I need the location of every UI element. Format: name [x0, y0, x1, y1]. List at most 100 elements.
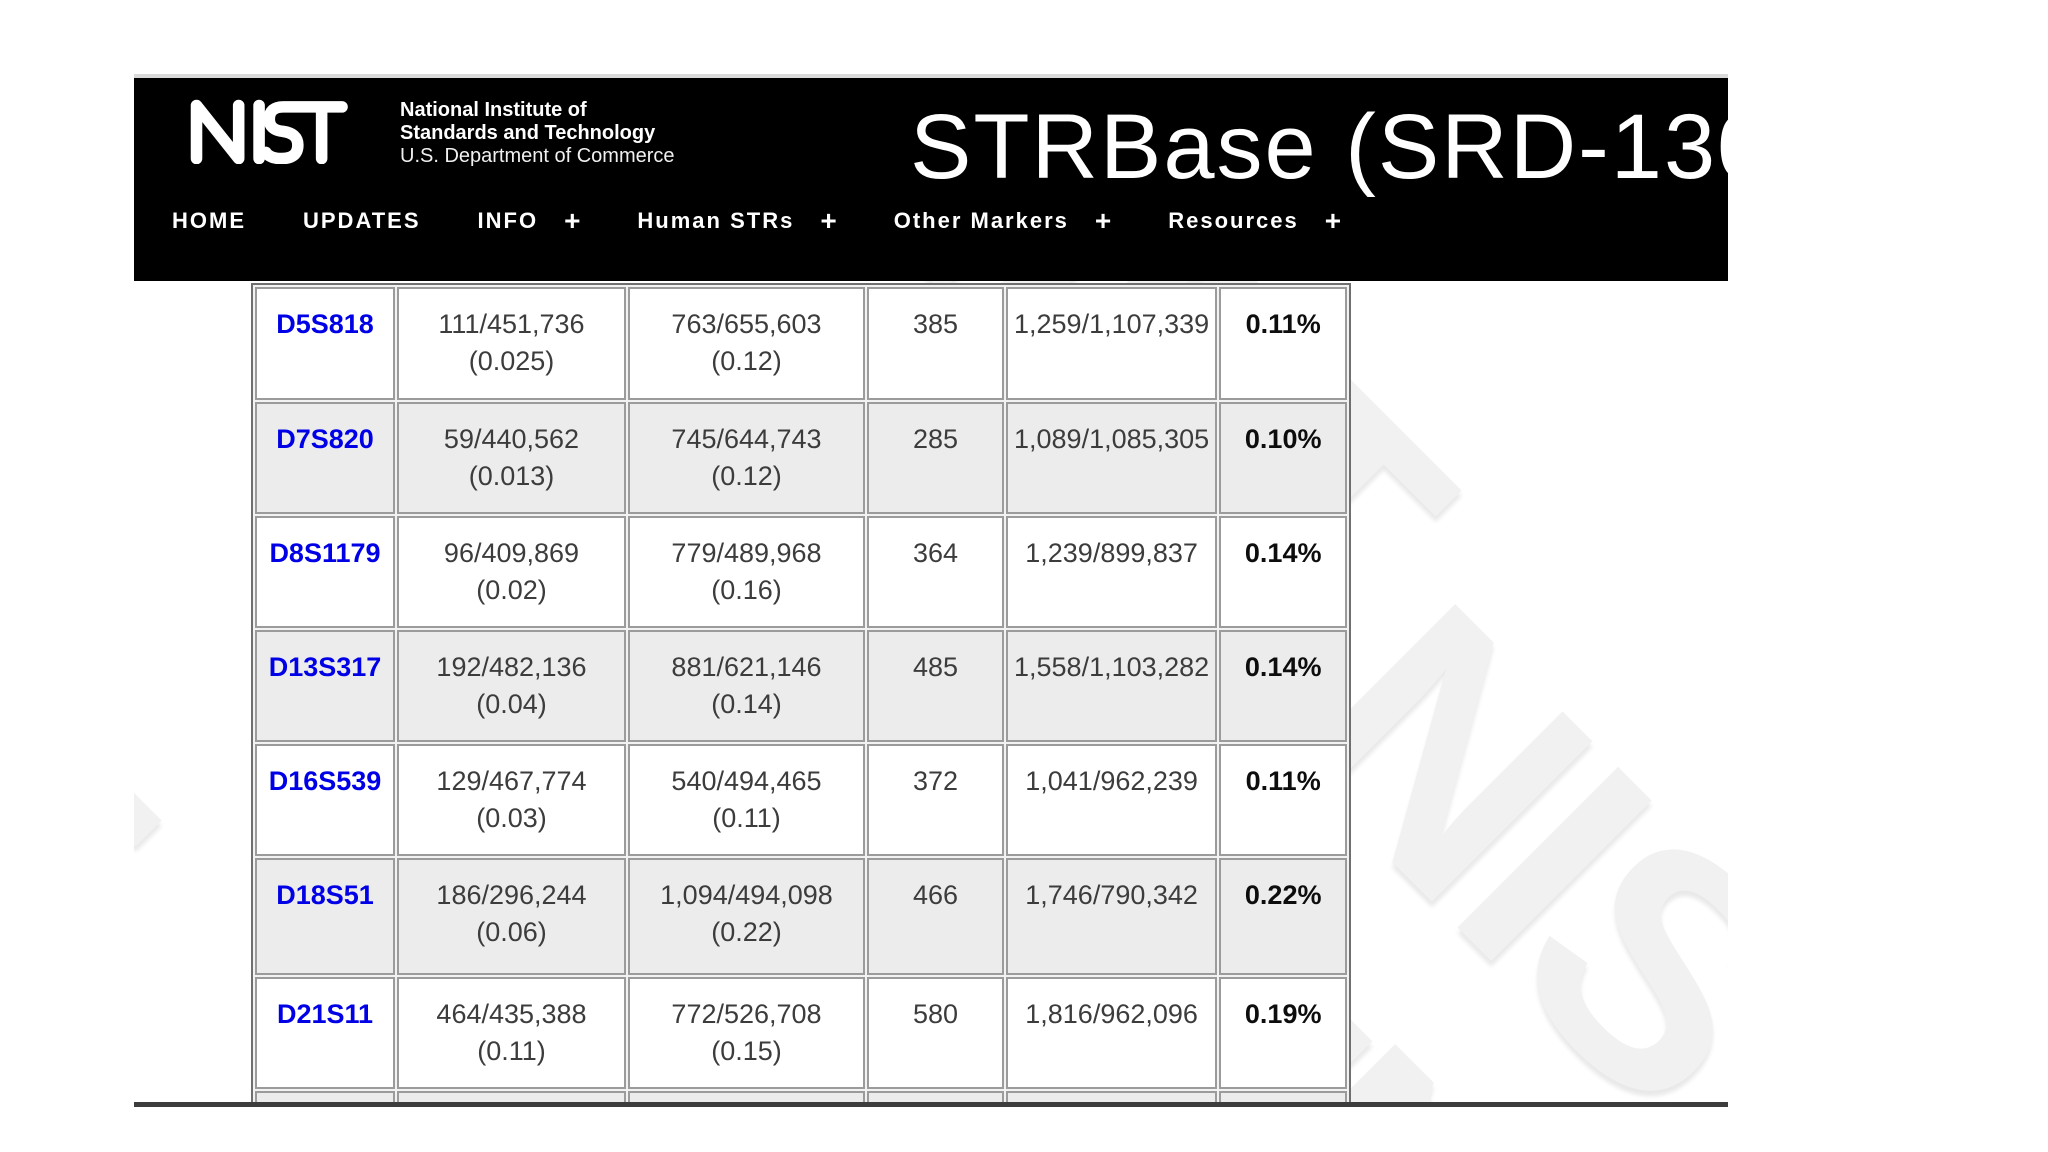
nav-item-info[interactable]: INFO: [477, 208, 539, 233]
cell-line: 1,558/1,103,282: [1014, 652, 1210, 682]
cell-line: 1,041/962,239: [1025, 766, 1198, 796]
marker-cell: D16S539: [255, 744, 395, 856]
table-cell: 1,041/962,239: [1006, 744, 1218, 856]
table-cell: 59/440,562 (0.013): [397, 402, 626, 514]
nav-item-other-markers[interactable]: Other Markers: [893, 208, 1069, 233]
table-cell: 0.11%: [1219, 287, 1348, 400]
agency-name-line2: Standards and Technology: [400, 122, 656, 144]
marker-link-d7s820[interactable]: D7S820: [276, 424, 374, 454]
site-header: National Institute of Standards and Tech…: [134, 78, 1728, 281]
cell-line: (0.04): [476, 689, 547, 719]
cell-line: 96/409,869 (0.02): [443, 538, 580, 605]
table-row-d13s317: D13S317 192/482,136 (0.04) 881/621,146 (0.1…: [255, 630, 1348, 742]
cell-line: 772/526,708 (0.15): [671, 999, 822, 1066]
cell-line: 1,239/899,837: [1025, 538, 1198, 568]
marker-cell: D7S820: [255, 402, 395, 514]
table-cell: 881/621,146 (0.14): [628, 630, 865, 742]
nist-logo[interactable]: [152, 96, 392, 164]
table-cell: 1,259/1,107,339: [1006, 287, 1218, 400]
table-cell: 745/644,743 (0.12): [628, 402, 865, 514]
table-cell: 0.11%: [1219, 744, 1348, 856]
cell-line: (0.025): [468, 346, 555, 376]
plus-icon[interactable]: +: [1324, 205, 1342, 236]
table-cell: 192/482,136 (0.04): [397, 630, 626, 742]
nist-watermark: NIST: [134, 257, 210, 1028]
content-frame: NIST NIST NIST NIST NIST NIST NIST Natio…: [134, 74, 1728, 1107]
agency-name-block: National Institute of Standards and Tech…: [400, 99, 675, 168]
marker-cell: D5S818: [255, 287, 395, 400]
nav-item-updates[interactable]: UPDATES: [303, 208, 421, 233]
marker-cell: D8S1179: [255, 516, 395, 628]
cell-line: 0.14%: [1244, 652, 1322, 682]
cell-line: 1,259/1,107,339: [1014, 309, 1210, 339]
cell-line: 881/621,146 (0.14): [671, 652, 822, 719]
table-row-d21s11: D21S11 464/435,388 (0.11) 772/526,708 (0.15…: [255, 977, 1348, 1089]
cell-line: 111/451,736: [438, 309, 585, 339]
cell-line: 285: [912, 424, 959, 454]
table-cell: 285: [867, 402, 1004, 514]
cell-line: 580: [912, 999, 959, 1029]
frame-bottom-line: [134, 1102, 1728, 1107]
cell-line: 779/489,968 (0.16): [671, 538, 822, 605]
table-cell: 1,816/962,096: [1006, 977, 1218, 1089]
plus-icon[interactable]: +: [564, 205, 581, 236]
cell-line: 385: [912, 309, 959, 339]
cell-line: (0.06): [476, 917, 547, 947]
table-cell: 372: [867, 744, 1004, 856]
cell-line: 0.22%: [1244, 880, 1322, 910]
marker-link-d13s317[interactable]: D13S317: [268, 652, 382, 682]
cell-line: 59/440,562: [443, 424, 580, 454]
cell-line: (0.22): [711, 917, 782, 947]
plus-icon[interactable]: +: [1094, 205, 1112, 236]
frame-top-strip: [134, 74, 1728, 78]
cell-line: 364: [912, 538, 959, 568]
plus-icon[interactable]: +: [820, 205, 837, 236]
marker-link-d18s51[interactable]: D18S51: [276, 880, 374, 910]
table-row-d16s539: D16S539 129/467,774 (0.03) 540/494,465 (0.1…: [255, 744, 1348, 856]
marker-link-d8s1179[interactable]: D8S1179: [269, 538, 381, 568]
cell-line: 0.14%: [1244, 538, 1322, 568]
nav-item-home[interactable]: HOME: [172, 208, 246, 233]
table-cell: 0.14%: [1219, 516, 1348, 628]
table-cell: 580: [867, 977, 1004, 1089]
cell-line: (0.11): [477, 1036, 546, 1066]
table-cell: 364: [867, 516, 1004, 628]
table-row-d8s1179: D8S1179 96/409,869 (0.02) 779/489,968 (0.1…: [255, 516, 1348, 628]
table-row-d5s818: D5S818 111/451,736 (0.025) 763/655,603 (0.1…: [255, 287, 1348, 400]
marker-link-d21s11[interactable]: D21S11: [276, 999, 374, 1029]
cell-line: 129/467,774: [436, 766, 587, 796]
cell-line: 186/296,244: [436, 880, 587, 910]
table-cell: 540/494,465 (0.11): [628, 744, 865, 856]
nav-item-resources[interactable]: Resources: [1168, 208, 1299, 233]
cell-line: 466: [912, 880, 959, 910]
table-cell: 385: [867, 287, 1004, 400]
table-cell: 0.22%: [1219, 858, 1348, 975]
table-cell: 464/435,388 (0.11): [397, 977, 626, 1089]
cell-line: (0.03): [476, 803, 547, 833]
cell-line: 1,816/962,096: [1025, 999, 1198, 1029]
table-cell: 0.10%: [1219, 402, 1348, 514]
cell-line: 0.11%: [1245, 309, 1321, 339]
table-cell: 1,239/899,837: [1006, 516, 1218, 628]
nav-item-human-strs[interactable]: Human STRs: [637, 208, 795, 233]
table-cell: 466: [867, 858, 1004, 975]
table-cell: 129/467,774 (0.03): [397, 744, 626, 856]
main-nav: HOME UPDATES INFO + Human STRs + Other Markers…: [134, 207, 1728, 235]
table-row-d18s51: D18S51 186/296,244 (0.06) 1,094/494,098 (0.2…: [255, 858, 1348, 975]
table-cell: 779/489,968 (0.16): [628, 516, 865, 628]
table-cell: 96/409,869 (0.02): [397, 516, 626, 628]
cell-line: 1,089/1,085,305: [1014, 424, 1210, 454]
marker-link-d16s539[interactable]: D16S539: [268, 766, 382, 796]
agency-name-line1: National Institute of: [400, 99, 587, 121]
agency-name-line3: U.S. Department of Commerce: [400, 145, 675, 167]
cell-line: 0.19%: [1244, 999, 1322, 1029]
cell-line: 1,094/494,098: [660, 880, 833, 910]
cell-line: 745/644,743 (0.12): [671, 424, 822, 491]
cell-line: 0.10%: [1244, 424, 1322, 454]
table-cell: 1,558/1,103,282: [1006, 630, 1218, 742]
table-cell: 0.14%: [1219, 630, 1348, 742]
cell-line: 192/482,136: [436, 652, 587, 682]
table-cell: 1,094/494,098 (0.22): [628, 858, 865, 975]
cell-line: 1,746/790,342: [1025, 880, 1198, 910]
marker-link-d5s818[interactable]: D5S818: [276, 309, 374, 339]
